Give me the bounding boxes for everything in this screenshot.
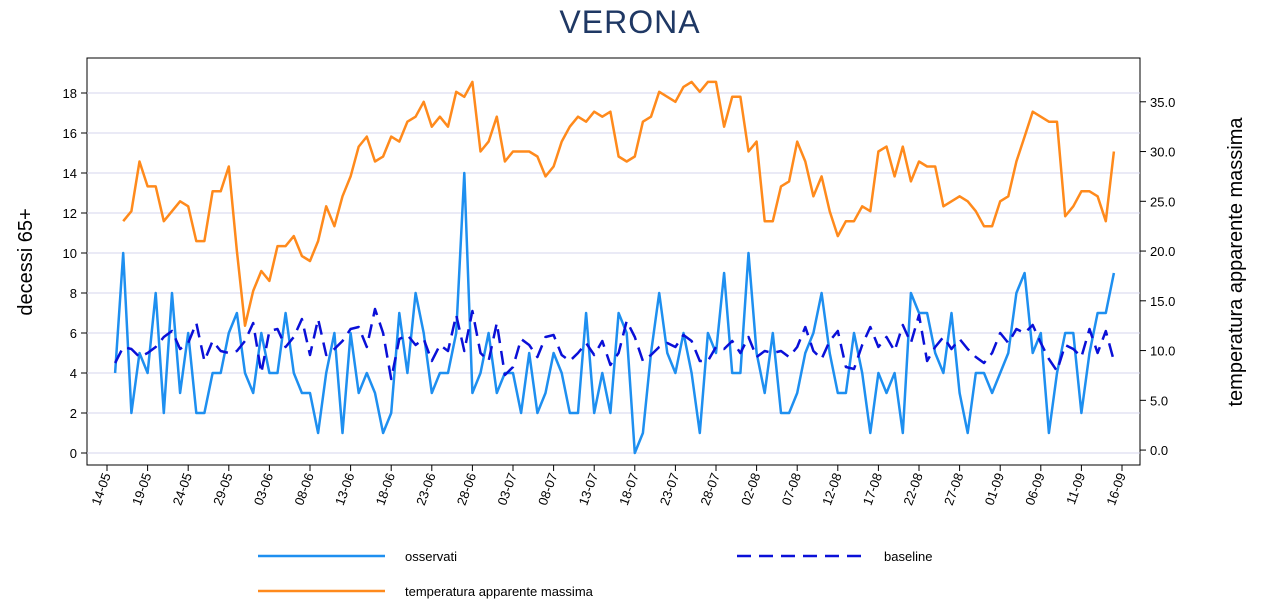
x-tick-label: 13-06 — [332, 471, 357, 507]
series-line — [122, 80, 1116, 327]
y-tick-label: 8 — [70, 286, 77, 301]
x-tick-label: 18-07 — [616, 471, 641, 507]
plot-area — [86, 57, 1141, 466]
x-tick-label: 13-07 — [576, 471, 601, 507]
y2-tick-label: 0.0 — [1150, 443, 1168, 458]
x-tick-label: 29-05 — [210, 471, 235, 507]
x-tick-label: 07-08 — [779, 471, 804, 507]
y2-tick-label: 35.0 — [1150, 95, 1175, 110]
y-tick-label: 16 — [63, 126, 77, 141]
y2-tick-label: 5.0 — [1150, 393, 1168, 408]
x-tick-label: 28-07 — [697, 471, 722, 507]
x-tick-label: 24-05 — [170, 471, 195, 507]
y-tick-label: 0 — [70, 446, 77, 461]
x-tick-label: 08-07 — [535, 471, 560, 507]
y-axis-label: decessi 65+ — [15, 208, 37, 315]
x-tick-label: 01-09 — [982, 471, 1007, 507]
y-tick-label: 2 — [70, 406, 77, 421]
x-tick-label: 23-06 — [413, 471, 438, 507]
y2-tick-label: 25.0 — [1150, 194, 1175, 209]
y-tick-label: 14 — [63, 166, 77, 181]
x-tick-label: 12-08 — [819, 471, 844, 507]
x-tick-label: 03-07 — [494, 471, 519, 507]
y2-tick-label: 10.0 — [1150, 344, 1175, 359]
x-tick-label: 03-06 — [251, 471, 276, 507]
x-tick-label: 06-09 — [1022, 471, 1047, 507]
x-tick-label: 16-09 — [1103, 471, 1128, 507]
x-tick-label: 14-05 — [88, 471, 113, 507]
x-tick-label: 28-06 — [454, 471, 479, 507]
y-tick-label: 18 — [63, 86, 77, 101]
chart-title: VERONA — [559, 4, 700, 40]
y2-tick-label: 15.0 — [1150, 294, 1175, 309]
legend-label: osservati — [405, 549, 457, 564]
legend-label: baseline — [884, 549, 932, 564]
legend-label: temperatura apparente massima — [405, 584, 594, 599]
y2-axis-label: temperatura apparente massima — [1225, 117, 1247, 407]
y-tick-label: 10 — [63, 246, 77, 261]
y-tick-label: 4 — [70, 366, 77, 381]
x-tick-label: 02-08 — [738, 471, 763, 507]
x-tick-label: 19-05 — [129, 471, 154, 507]
x-tick-label: 17-08 — [860, 471, 885, 507]
x-tick-label: 18-06 — [373, 471, 398, 507]
x-tick-label: 08-06 — [291, 471, 316, 507]
x-tick-label: 27-08 — [941, 471, 966, 507]
y-tick-label: 12 — [63, 206, 77, 221]
x-tick-label: 23-07 — [657, 471, 682, 507]
x-tick-label: 22-08 — [900, 471, 925, 507]
y2-tick-label: 20.0 — [1150, 244, 1175, 259]
y2-tick-label: 30.0 — [1150, 145, 1175, 160]
y-tick-label: 6 — [70, 326, 77, 341]
series-line — [113, 307, 1116, 381]
x-tick-label: 11-09 — [1063, 471, 1088, 506]
